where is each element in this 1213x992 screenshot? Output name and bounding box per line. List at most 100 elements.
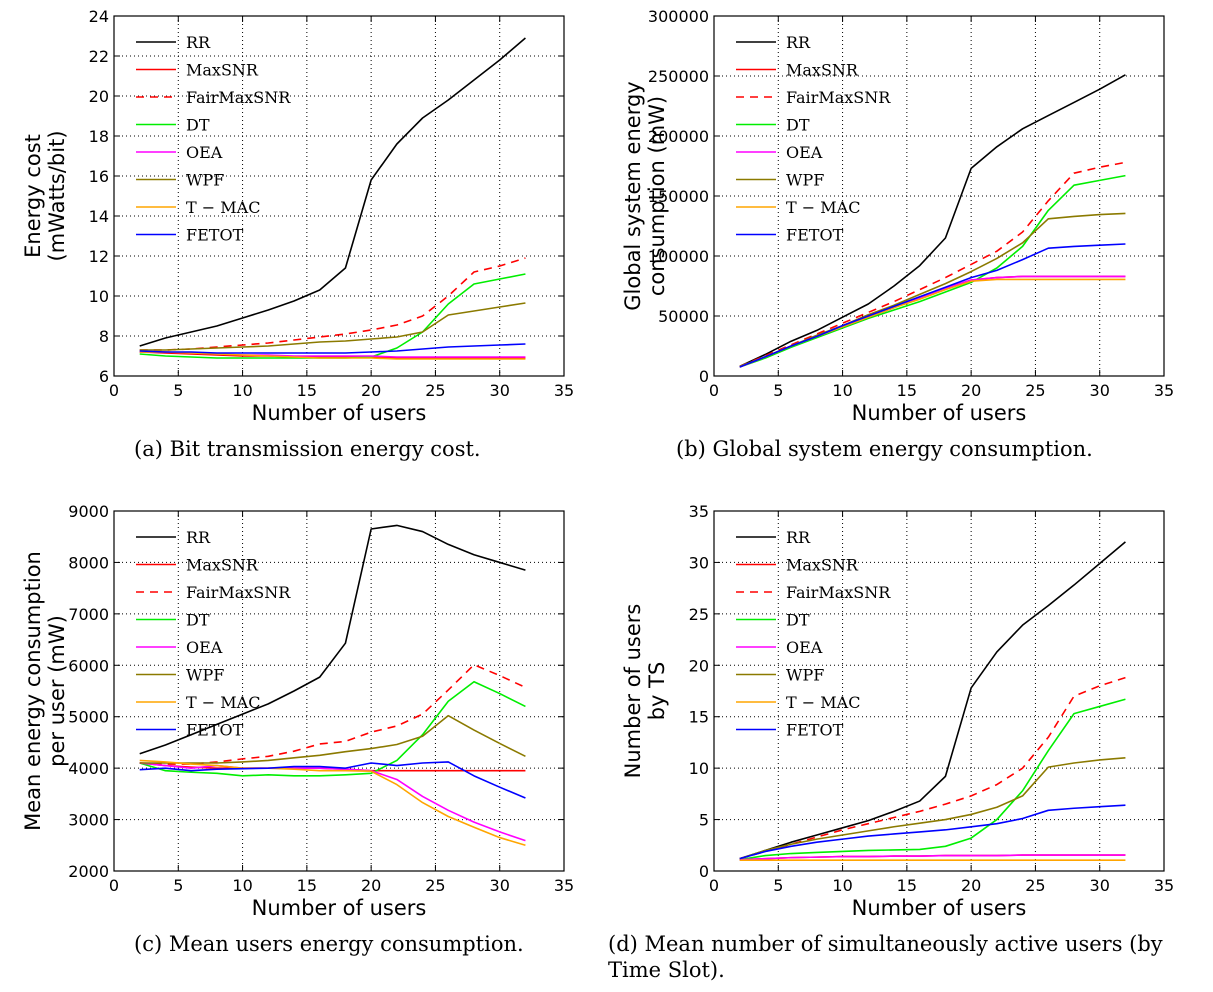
legend-label: T − MAC xyxy=(786,693,860,712)
series-line xyxy=(739,757,1126,860)
x-axis-label: Number of users xyxy=(852,896,1027,920)
y-tick-label: 150000 xyxy=(648,187,709,206)
y-tick-label: 30 xyxy=(689,553,709,572)
y-tick-label: 3000 xyxy=(68,811,109,830)
x-tick-label: 15 xyxy=(297,381,317,400)
series-group xyxy=(139,524,526,847)
series-line xyxy=(139,343,526,354)
x-tick-label: 20 xyxy=(361,381,381,400)
series-line xyxy=(139,714,526,764)
x-tick-label: 25 xyxy=(425,381,445,400)
series-line xyxy=(139,351,526,360)
legend-label: FairMaxSNR xyxy=(186,88,291,107)
legend-label: FETOT xyxy=(786,721,844,740)
y-tick-label: 300000 xyxy=(648,7,709,26)
series-line xyxy=(139,37,526,347)
y-tick-label: 8 xyxy=(99,327,109,346)
series-line xyxy=(739,243,1126,368)
legend-label: T − MAC xyxy=(786,198,860,217)
x-tick-label: 30 xyxy=(1090,381,1110,400)
y-axis-label: (mWatts/bit) xyxy=(45,130,69,261)
legend-label: MaxSNR xyxy=(786,556,859,575)
y-tick-label: 12 xyxy=(89,247,109,266)
y-tick-label: 50000 xyxy=(658,307,709,326)
chart-b-svg: 0 5 10 15 20 25 30 35 0 50000 100000 150000 200000 25… xyxy=(621,7,1174,425)
x-axis-label: Number of users xyxy=(852,401,1027,425)
plot-frame xyxy=(113,15,565,377)
legend-label: OEA xyxy=(186,143,223,162)
legend-label: FairMaxSNR xyxy=(786,583,891,602)
plot-frame xyxy=(113,510,565,872)
x-tick-label: 35 xyxy=(554,876,574,895)
y-axis-label: consumption (mW) xyxy=(645,96,669,296)
series-line xyxy=(139,302,526,351)
y-tick-label: 14 xyxy=(89,207,109,226)
legend-label: WPF xyxy=(186,666,224,685)
series-line xyxy=(139,273,526,359)
series-line xyxy=(739,174,1126,368)
y-tick-label: 9000 xyxy=(68,502,109,521)
x-tick-label: 0 xyxy=(709,876,719,895)
legend-label: RR xyxy=(786,33,811,52)
series-line xyxy=(139,680,526,777)
series-line xyxy=(739,854,1126,861)
x-tick-label: 5 xyxy=(773,876,783,895)
plot-frame xyxy=(713,510,1165,872)
legend-label: RR xyxy=(186,528,211,547)
x-tick-label: 20 xyxy=(961,876,981,895)
y-tick-label: 35 xyxy=(689,502,709,521)
series-line xyxy=(139,762,526,842)
legend-label: WPF xyxy=(786,171,824,190)
legend-label: OEA xyxy=(786,143,823,162)
series-group xyxy=(739,74,1126,368)
series-line xyxy=(139,257,526,351)
x-tick-label: 25 xyxy=(425,876,445,895)
y-tick-label: 22 xyxy=(89,47,109,66)
x-tick-label: 20 xyxy=(361,876,381,895)
chart-panel-a: 0 5 10 15 20 25 30 35 6 8 10 12 14 16 18 20 22 24 RR MaxSNR… xyxy=(0,0,600,490)
legend: RR MaxSNR FairMaxSNR DT OEA WPF T − MAC FETOT xyxy=(136,33,291,245)
y-tick-label: 18 xyxy=(89,127,109,146)
series-line xyxy=(739,676,1126,860)
x-tick-label: 25 xyxy=(1025,876,1045,895)
y-tick-label: 5000 xyxy=(68,708,109,727)
legend-label: FETOT xyxy=(186,226,244,245)
series-line xyxy=(739,161,1126,368)
grid xyxy=(114,511,564,871)
legend-label: MaxSNR xyxy=(186,61,259,80)
x-tick-label: 5 xyxy=(773,381,783,400)
chart-d-caption: (d) Mean number of simultaneously active… xyxy=(608,932,1163,982)
legend-label: RR xyxy=(786,528,811,547)
chart-b-caption: (b) Global system energy consumption. xyxy=(676,437,1093,461)
y-axis-label: per user (mW) xyxy=(45,615,69,767)
y-axis-label: Energy cost xyxy=(21,134,45,258)
legend-label: DT xyxy=(786,116,810,135)
x-tick-label: 25 xyxy=(1025,381,1045,400)
chart-c-svg: 0 5 10 15 20 25 30 35 2000 3000 4000 5000 6000 7000 80… xyxy=(21,502,574,920)
x-tick-label: 10 xyxy=(232,876,252,895)
y-tick-label: 20 xyxy=(89,87,109,106)
legend-label: DT xyxy=(186,611,210,630)
legend-label: DT xyxy=(186,116,210,135)
chart-panel-b: 0 5 10 15 20 25 30 35 0 50000 100000 150000 200000 25… xyxy=(600,0,1200,490)
y-axis-label: Number of users xyxy=(621,604,645,779)
x-tick-label: 15 xyxy=(897,876,917,895)
y-tick-label: 6000 xyxy=(68,656,109,675)
x-axis-label: Number of users xyxy=(252,896,427,920)
x-tick-label: 20 xyxy=(961,381,981,400)
legend: RR MaxSNR FairMaxSNR DT OEA WPF T − MAC FETOT xyxy=(736,33,891,245)
y-tick-label: 6 xyxy=(99,367,109,386)
chart-c-caption: (c) Mean users energy consumption. xyxy=(134,932,524,956)
legend: RR MaxSNR FairMaxSNR DT OEA WPF T − MAC FETOT xyxy=(136,528,291,740)
y-tick-label: 5 xyxy=(699,811,709,830)
y-tick-label: 25 xyxy=(689,605,709,624)
legend-label: WPF xyxy=(786,666,824,685)
x-tick-label: 30 xyxy=(1090,876,1110,895)
x-tick-label: 15 xyxy=(297,876,317,895)
x-axis-label: Number of users xyxy=(252,401,427,425)
series-line xyxy=(739,275,1126,368)
legend-label: T − MAC xyxy=(186,198,260,217)
legend-label: RR xyxy=(186,33,211,52)
y-tick-label: 24 xyxy=(89,7,109,26)
series-line xyxy=(139,351,526,359)
